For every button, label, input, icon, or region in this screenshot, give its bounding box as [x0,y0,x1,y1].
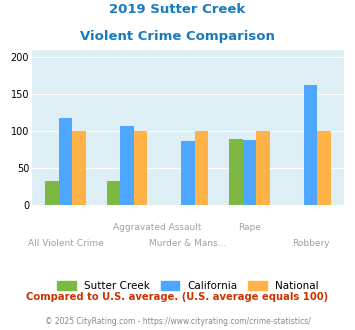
Text: Compared to U.S. average. (U.S. average equals 100): Compared to U.S. average. (U.S. average … [26,292,329,302]
Bar [120,126,133,205]
Bar [229,139,243,205]
Bar [243,140,256,205]
Text: 2019 Sutter Creek: 2019 Sutter Creek [109,3,246,16]
Text: Violent Crime Comparison: Violent Crime Comparison [80,30,275,43]
Bar [256,131,269,205]
Text: Murder & Mans...: Murder & Mans... [149,239,227,248]
Text: © 2025 CityRating.com - https://www.cityrating.com/crime-statistics/: © 2025 CityRating.com - https://www.city… [45,317,310,326]
Legend: Sutter Creek, California, National: Sutter Creek, California, National [53,277,323,296]
Text: Rape: Rape [238,223,261,232]
Bar [317,131,331,205]
Text: Aggravated Assault: Aggravated Assault [113,223,202,232]
Bar [59,118,72,205]
Text: Robbery: Robbery [292,239,329,248]
Bar [107,181,120,205]
Bar [181,141,195,205]
Bar [133,131,147,205]
Bar [72,131,86,205]
Bar [45,181,59,205]
Bar [195,131,208,205]
Bar [304,85,317,205]
Text: All Violent Crime: All Violent Crime [28,239,104,248]
